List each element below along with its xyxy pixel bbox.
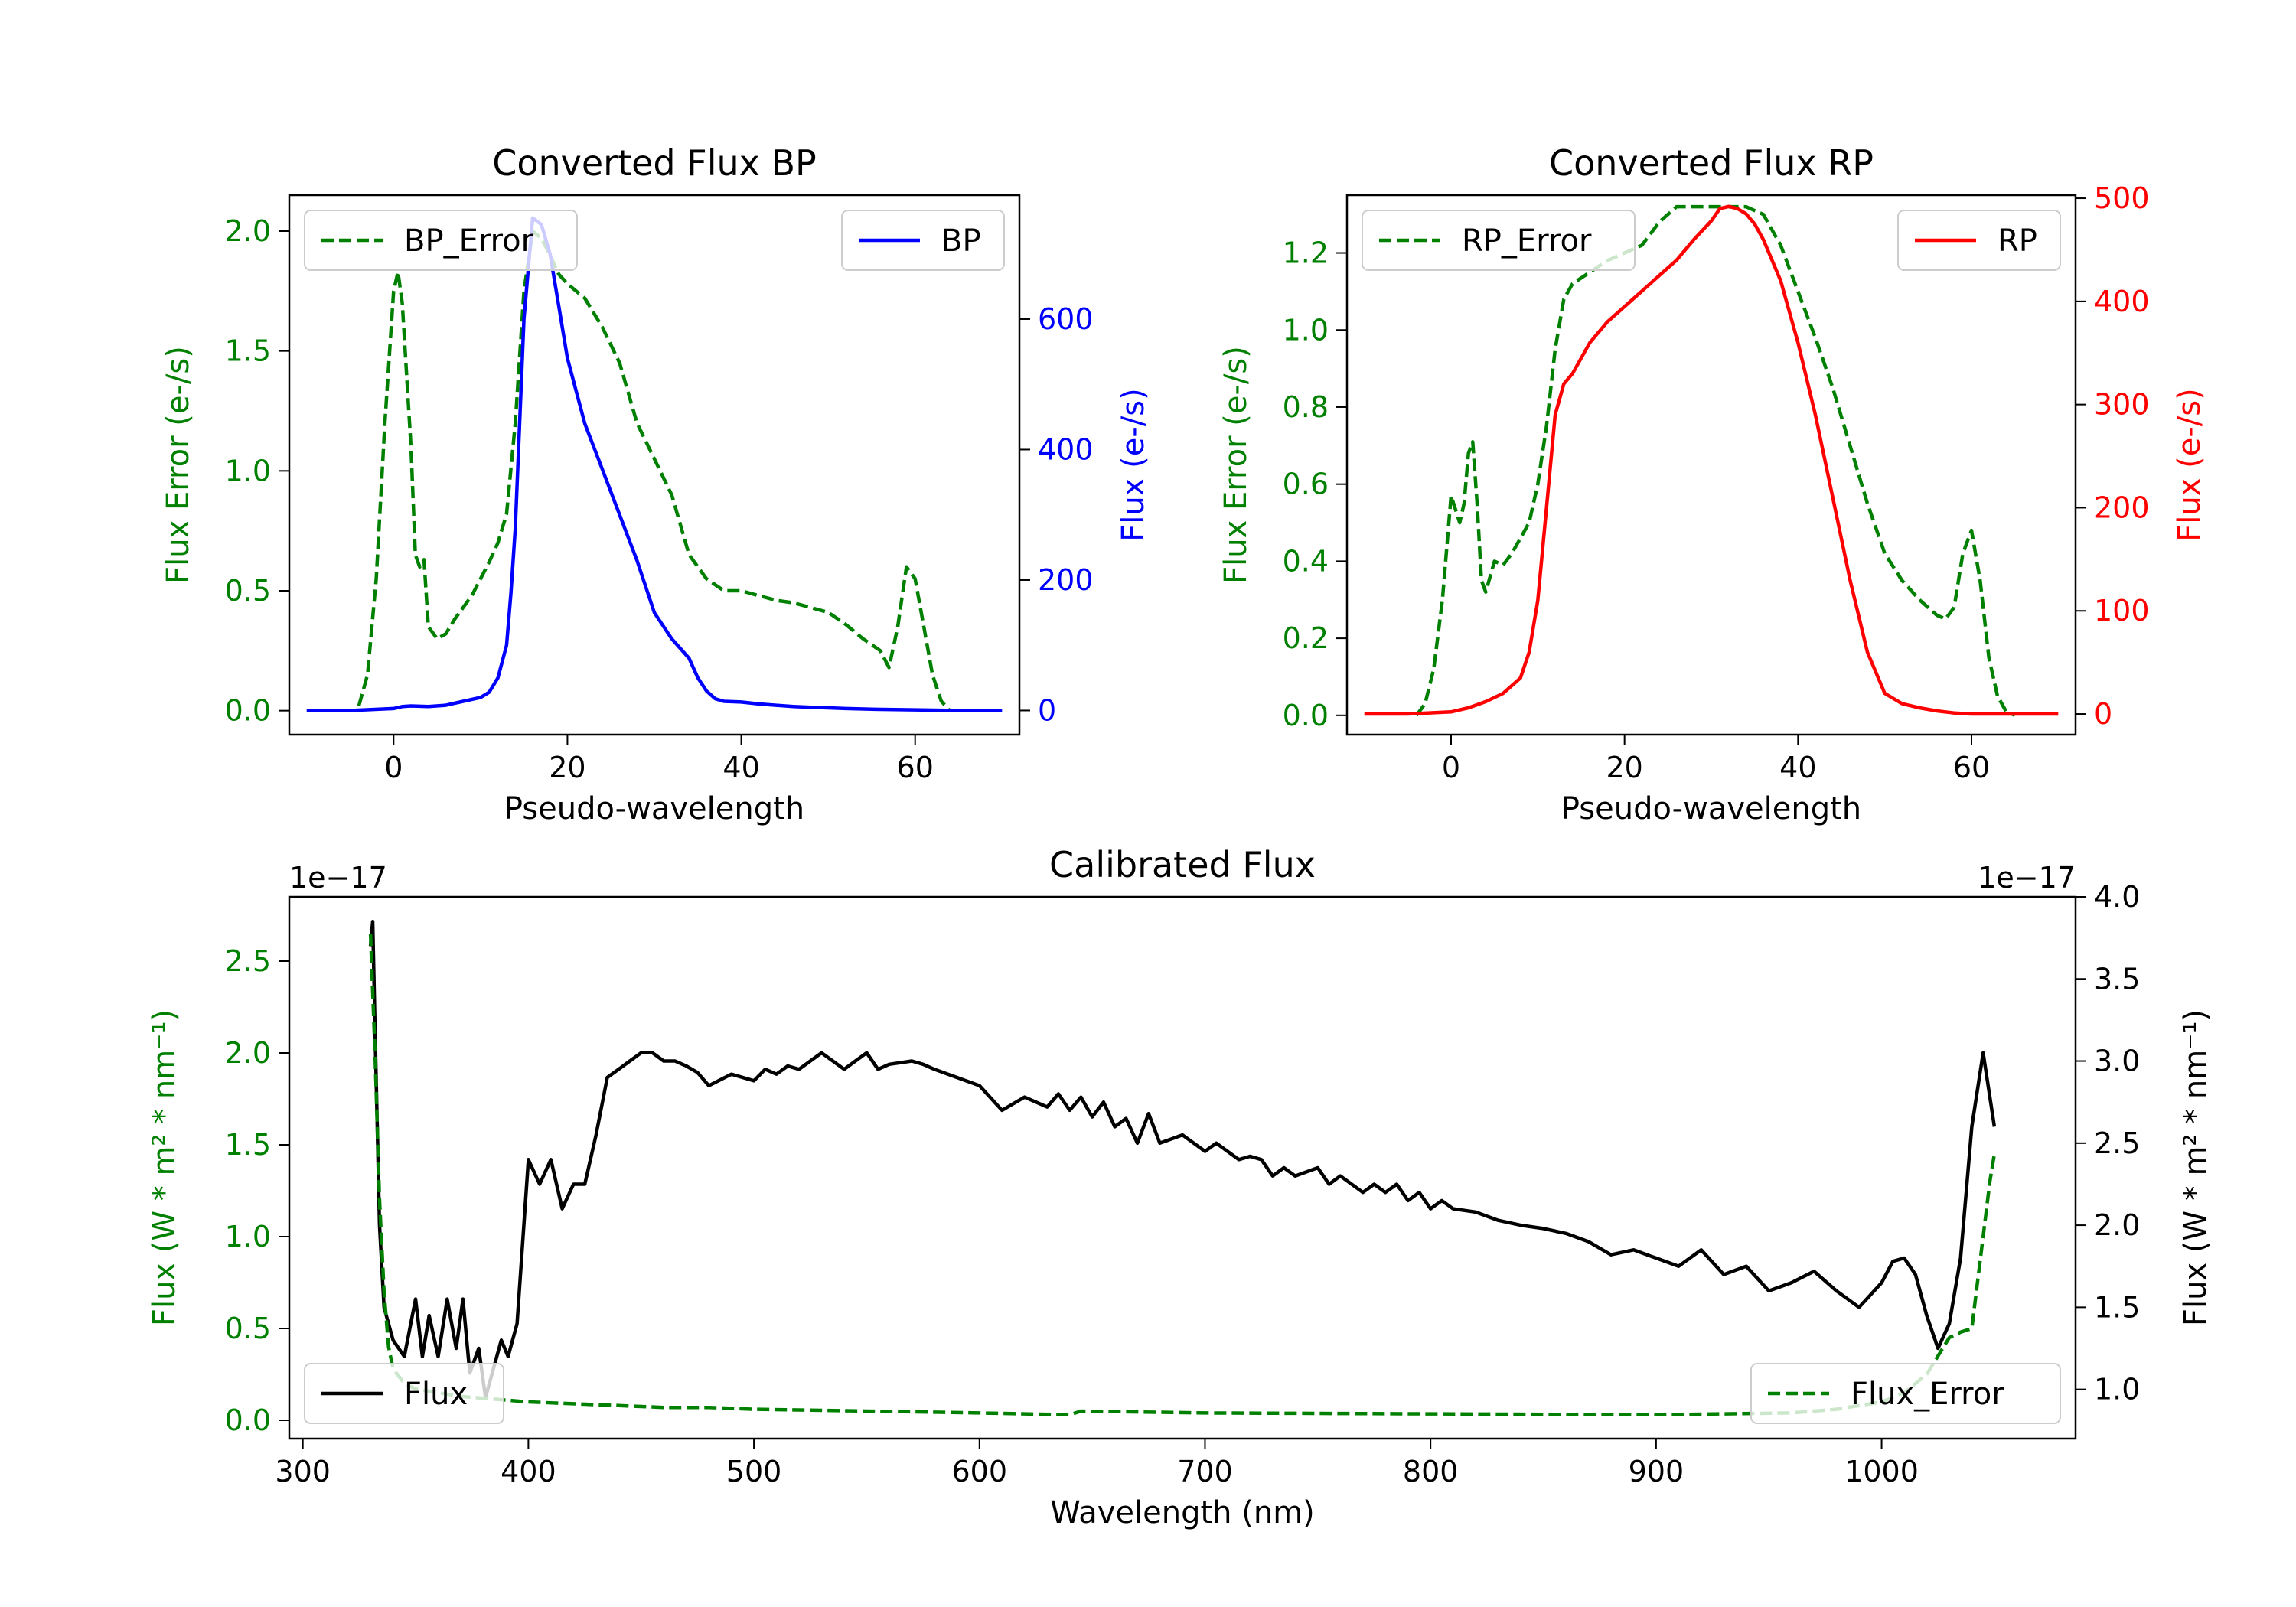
x-tick-label: 40 xyxy=(722,751,759,784)
y-left-tick-label: 1.2 xyxy=(1283,236,1329,270)
chart-panel-rp: 0 20 40 60 0.0 0.2 0.4 0.6 0.8 1.0 1.2 0 100 200 300 40… xyxy=(1218,142,2207,826)
legend-box xyxy=(304,1363,504,1424)
legend-label: Flux xyxy=(404,1377,468,1412)
plot-frame xyxy=(288,895,2077,1440)
y-right-axis-label: Flux (e-/s) xyxy=(2172,388,2207,541)
y-left-tick-label: 2.5 xyxy=(225,944,271,978)
legend-bp: BP xyxy=(841,210,1005,271)
y-left-axis-label: Flux Error (e-/s) xyxy=(161,346,196,584)
x-tick-label: 900 xyxy=(1629,1455,1684,1488)
x-tick-label: 700 xyxy=(1177,1455,1233,1488)
y-right-tick-label: 400 xyxy=(2094,285,2150,318)
y-right-tick-label: 600 xyxy=(1038,302,1094,336)
y-right-tick-label: 200 xyxy=(1038,563,1094,597)
y-left-tick-label: 2.0 xyxy=(225,214,271,248)
plot-frame xyxy=(288,194,1021,736)
y-left-tick-label: 0.0 xyxy=(225,1403,271,1437)
x-tick-label: 300 xyxy=(275,1455,331,1488)
y-left-tick-label: 0.4 xyxy=(1283,544,1329,578)
y-left-tick-label: 0.8 xyxy=(1283,390,1329,424)
series-line-rp xyxy=(1364,204,2059,716)
legend-rp: RP xyxy=(1897,210,2061,271)
legend-box xyxy=(1897,210,2061,271)
legend-label: RP_Error xyxy=(1462,223,1592,259)
x-tick-label: 20 xyxy=(1606,751,1642,784)
x-axis-label: Pseudo-wavelength xyxy=(504,791,804,826)
y-left-tick-label: 0.0 xyxy=(225,694,271,728)
legend-rp-error: RP_Error xyxy=(1362,210,1636,271)
x-tick-label: 0 xyxy=(384,751,403,784)
plot-frame xyxy=(1345,194,2077,736)
x-tick-label: 400 xyxy=(501,1455,556,1488)
y-right-tick-label: 4.0 xyxy=(2094,880,2140,914)
legend-label: Flux_Error xyxy=(1851,1377,2004,1412)
y-left-tick-label: 1.5 xyxy=(225,1128,271,1162)
x-axis-label: Pseudo-wavelength xyxy=(1561,791,1861,826)
y-right-tick-label: 1.5 xyxy=(2094,1290,2140,1324)
chart-title: Calibrated Flux xyxy=(1049,844,1316,885)
legend-flux: Flux xyxy=(304,1363,504,1424)
legend-flux-error: Flux_Error xyxy=(1750,1363,2061,1424)
y-left-tick-label: 1.0 xyxy=(1283,313,1329,347)
legend-box xyxy=(304,210,578,271)
legend-bp-error: BP_Error xyxy=(304,210,578,271)
y-right-tick-label: 2.5 xyxy=(2094,1126,2140,1160)
chart-title: Converted Flux RP xyxy=(1549,142,1874,184)
legend-label: RP xyxy=(1998,223,2037,259)
x-tick-label: 40 xyxy=(1779,751,1816,784)
y-left-tick-label: 0.5 xyxy=(225,574,271,608)
y-right-tick-label: 200 xyxy=(2094,491,2150,524)
y-right-tick-label: 100 xyxy=(2094,594,2150,627)
y-left-tick-label: 0.0 xyxy=(1283,699,1329,732)
legend-box xyxy=(1362,210,1636,271)
x-tick-label: 1000 xyxy=(1844,1455,1919,1488)
series-line-bp-error xyxy=(357,229,959,712)
y-right-tick-label: 0 xyxy=(1038,693,1056,727)
legend-label: BP_Error xyxy=(404,223,534,259)
y-right-tick-label: 2.0 xyxy=(2094,1208,2140,1242)
y-right-tick-label: 3.0 xyxy=(2094,1045,2140,1078)
series-line-flux xyxy=(368,919,1997,1400)
y-right-axis-label: Flux (W * m² * nm⁻¹) xyxy=(2178,1009,2213,1326)
y-left-tick-label: 1.0 xyxy=(225,1220,271,1253)
x-axis-label: Wavelength (nm) xyxy=(1050,1495,1315,1530)
x-tick-label: 600 xyxy=(952,1455,1008,1488)
y-right-tick-label: 400 xyxy=(1038,432,1094,466)
series-line-rp-error xyxy=(1414,204,2016,717)
y-right-tick-label: 3.5 xyxy=(2094,962,2140,996)
y-right-axis-label: Flux (e-/s) xyxy=(1116,388,1151,541)
x-tick-label: 60 xyxy=(897,751,934,784)
y-left-tick-label: 1.5 xyxy=(225,334,271,368)
chart-panel-cal: 300 400 500 600 700 800 900 1000 0.0 0.5 1.0 1.5 2.0… xyxy=(147,844,2213,1530)
y-right-tick-label: 300 xyxy=(2094,388,2150,422)
x-tick-label: 20 xyxy=(549,751,585,784)
y-left-tick-label: 0.6 xyxy=(1283,468,1329,501)
y-left-tick-label: 0.2 xyxy=(1283,621,1329,655)
legend-box xyxy=(1750,1363,2061,1424)
y-left-axis-label: Flux Error (e-/s) xyxy=(1218,346,1254,584)
legend-box xyxy=(841,210,1005,271)
y-left-offset-text: 1e−17 xyxy=(289,861,387,895)
y-left-axis-label: Flux (W * m² * nm⁻¹) xyxy=(147,1009,182,1326)
x-tick-label: 500 xyxy=(726,1455,782,1488)
y-left-tick-label: 0.5 xyxy=(225,1312,271,1345)
series-line-flux-error xyxy=(368,933,1997,1417)
y-left-tick-label: 1.0 xyxy=(225,454,271,487)
y-right-offset-text: 1e−17 xyxy=(1978,861,2076,895)
y-left-tick-label: 2.0 xyxy=(225,1036,271,1070)
x-tick-label: 800 xyxy=(1403,1455,1459,1488)
x-tick-label: 60 xyxy=(1953,751,1990,784)
series-line-bp xyxy=(306,216,1003,712)
y-right-tick-label: 500 xyxy=(2094,181,2150,215)
y-right-tick-label: 1.0 xyxy=(2094,1373,2140,1407)
y-right-tick-label: 0 xyxy=(2094,697,2112,731)
x-tick-label: 0 xyxy=(1442,751,1460,784)
legend-label: BP xyxy=(941,223,981,259)
chart-panel-bp: 0 20 40 60 0.0 0.5 1.0 1.5 2.0 0 200 400 600 Converte… xyxy=(161,142,1151,826)
chart-title: Converted Flux BP xyxy=(492,142,817,184)
